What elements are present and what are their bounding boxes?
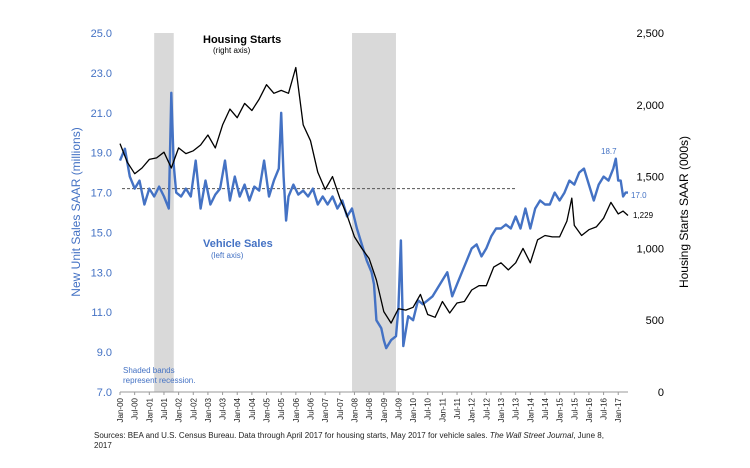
recession-band-1 — [154, 33, 174, 392]
x-tick-label: Jan-06 — [292, 397, 301, 422]
x-tick-label: Jan-05 — [263, 397, 272, 422]
right-axis-label: Housing Starts SAAR (000s) — [677, 136, 691, 288]
x-tick-label: Jan-11 — [438, 397, 447, 421]
x-tick-label: Jul-06 — [307, 397, 316, 419]
x-tick-label: Jul-04 — [248, 397, 257, 419]
housing-last-label: 1,229 — [633, 211, 654, 220]
housing-subtitle: (right axis) — [213, 46, 251, 55]
x-tick-label: Jan-12 — [468, 397, 477, 422]
x-tick-label: Jan-15 — [556, 397, 565, 422]
x-tick-label: Jan-17 — [614, 397, 623, 422]
right-tick-label: 1,500 — [636, 172, 664, 184]
x-tick-label: Jul-11 — [453, 397, 462, 419]
x-tick-label: Jul-12 — [482, 397, 491, 419]
source-note: Sources: BEA and U.S. Census Bureau. Dat… — [94, 431, 614, 451]
housing-title: Housing Starts — [203, 34, 281, 46]
right-tick-label: 1,000 — [636, 243, 664, 255]
x-tick-label: Jul-13 — [512, 397, 521, 419]
left-axis-ticks: 7.0 9.0 11.0 13.0 15.0 17.0 19.0 21.0 23.0 25.0 — [91, 28, 112, 399]
left-tick-label: 21.0 — [91, 108, 112, 120]
x-tick-label: Jan-14 — [526, 397, 535, 422]
x-tick-label: Jan-00 — [116, 397, 125, 422]
vehicle-last-label: 17.0 — [631, 191, 647, 200]
x-tick-label: Jul-02 — [189, 397, 198, 419]
right-tick-label: 500 — [646, 315, 664, 327]
x-axis-ticks: Jan-00 Jul-00 Jan-01 Jul-01 Jan-02 Jul-02 Jan-… — [116, 392, 623, 422]
source-text: Sources: BEA and U.S. Census Bureau. Dat… — [94, 431, 490, 440]
right-axis-ticks: 0 500 1,000 1,500 2,000 2,500 — [636, 28, 664, 399]
left-tick-label: 23.0 — [91, 68, 112, 80]
recession-note-line1: Shaded bands — [123, 366, 175, 375]
right-tick-label: 2,000 — [636, 100, 664, 112]
left-tick-label: 7.0 — [97, 387, 112, 399]
vehicle-peak-label: 18.7 — [601, 147, 617, 156]
vehicle-sales-line — [118, 91, 628, 350]
x-tick-label: Jan-02 — [175, 397, 184, 422]
x-tick-label: Jan-01 — [145, 397, 154, 422]
x-tick-label: Jan-09 — [380, 397, 389, 422]
right-tick-label: 0 — [658, 387, 664, 399]
recession-band-2 — [352, 33, 396, 392]
x-tick-label: Jul-03 — [219, 397, 228, 419]
x-tick-label: Jul-00 — [131, 397, 140, 419]
x-tick-label: Jul-09 — [394, 397, 403, 419]
x-tick-label: Jan-03 — [204, 397, 213, 422]
x-tick-label: Jul-15 — [570, 397, 579, 419]
x-tick-label: Jan-13 — [497, 397, 506, 422]
left-axis-label: New Unit Sales SAAR (millions) — [69, 127, 83, 296]
housing-starts-line — [119, 66, 629, 324]
vehicle-subtitle: (left axis) — [211, 251, 244, 260]
x-tick-label: Jul-16 — [600, 397, 609, 419]
left-tick-label: 25.0 — [91, 28, 112, 40]
x-tick-label: Jul-07 — [336, 397, 345, 419]
right-tick-label: 2,500 — [636, 28, 664, 40]
left-tick-label: 11.0 — [91, 307, 112, 319]
left-tick-label: 9.0 — [97, 347, 112, 359]
x-tick-label: Jul-05 — [277, 397, 286, 419]
source-journal: The Wall Street Journal — [489, 431, 574, 440]
vehicle-title: Vehicle Sales — [203, 238, 273, 250]
x-tick-label: Jan-08 — [350, 397, 359, 422]
x-tick-label: Jul-10 — [424, 397, 433, 419]
x-tick-label: Jul-14 — [541, 397, 550, 419]
recession-note-line2: represent recession. — [123, 376, 195, 385]
left-tick-label: 17.0 — [91, 188, 112, 200]
x-tick-label: Jul-01 — [160, 397, 169, 419]
source-date: , June 8, 2017 — [94, 431, 604, 450]
x-tick-label: Jul-08 — [365, 397, 374, 419]
recession-bands — [154, 33, 396, 392]
x-tick-label: Jan-16 — [585, 397, 594, 422]
left-tick-label: 13.0 — [91, 267, 112, 279]
x-tick-label: Jan-04 — [233, 397, 242, 422]
series-layer — [118, 66, 629, 350]
left-tick-label: 19.0 — [91, 148, 112, 160]
left-tick-label: 15.0 — [91, 227, 112, 239]
x-tick-label: Jan-07 — [321, 397, 330, 422]
x-tick-label: Jan-10 — [409, 397, 418, 422]
